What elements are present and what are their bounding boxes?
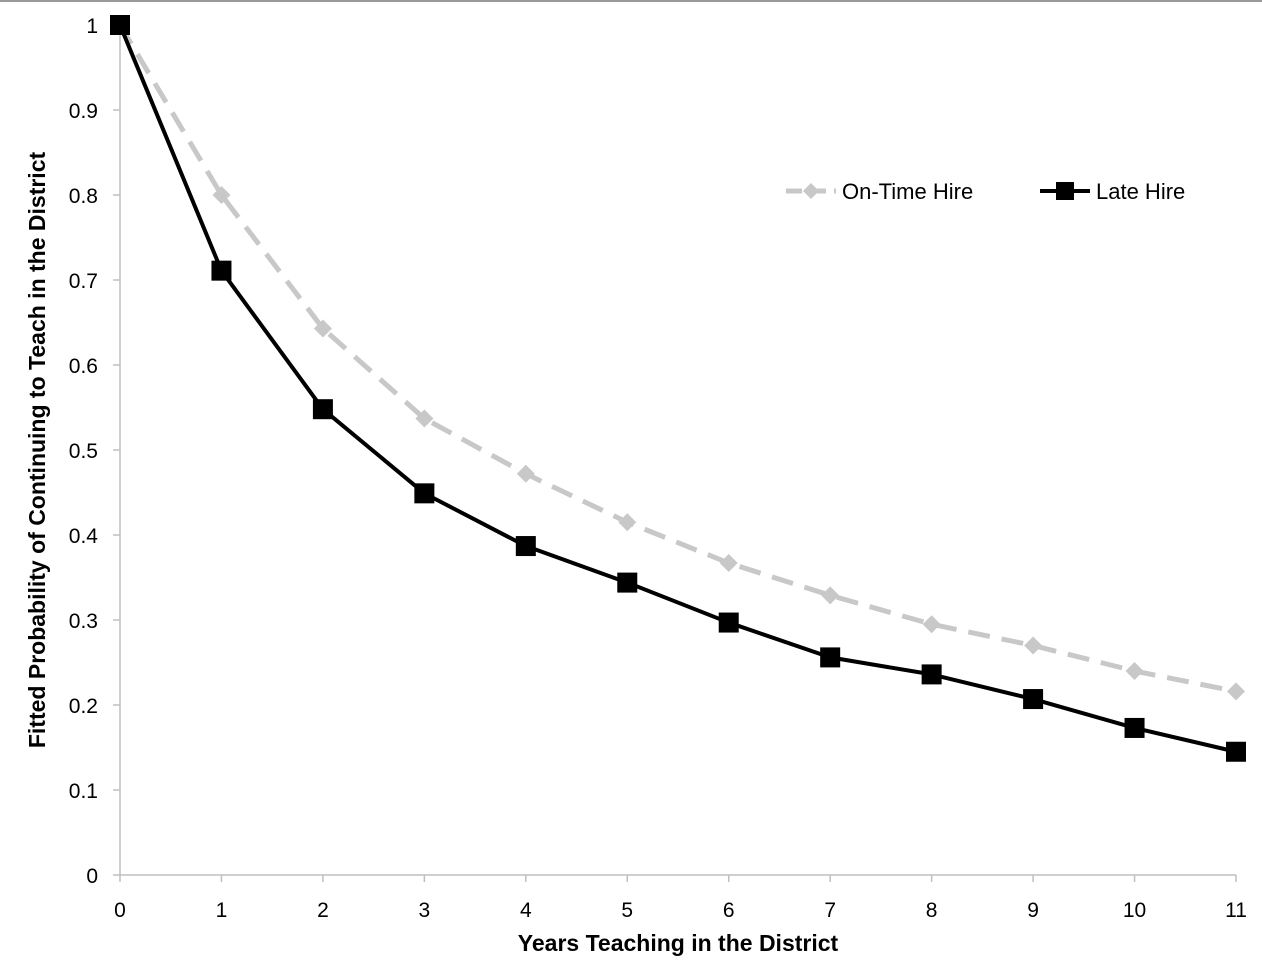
y-tick-label: 0.8 [69,185,98,208]
series-late-hire [110,15,1246,762]
data-point-late-hire [718,612,739,633]
data-point-on-time-hire [922,615,941,634]
y-tick-label: 0.9 [69,100,98,123]
y-axis-ticks: 0 0.1 0.2 0.3 0.4 0.5 0.6 0.7 0.8 0.9 1 [69,15,120,888]
legend-item-late-hire: Late Hire [1040,179,1185,204]
data-point-on-time-hire [1227,682,1245,701]
y-tick-label: 0.3 [69,610,98,633]
x-tick-label: 9 [1027,899,1039,922]
y-tick-label: 0.7 [69,270,98,293]
legend: On-Time Hire Late Hire [786,179,1185,204]
x-tick-label: 0 [114,899,126,922]
series-on-time-hire [111,16,1245,701]
x-tick-label: 7 [824,899,836,922]
x-axis-title: Years Teaching in the District [518,930,839,956]
x-tick-label: 11 [1225,899,1247,922]
data-point-on-time-hire [313,319,332,338]
data-point-on-time-hire [1024,636,1043,655]
y-tick-label: 0.2 [69,695,98,718]
x-tick-label: 5 [621,899,633,922]
x-tick-label: 1 [216,899,228,922]
legend-marker [803,183,819,199]
x-tick-label: 3 [419,899,431,922]
legend-label: On-Time Hire [842,179,973,204]
data-point-late-hire [921,664,942,685]
x-tick-label: 6 [723,899,735,922]
data-point-on-time-hire [1125,662,1144,680]
y-tick-label: 0.5 [69,440,98,463]
data-point-late-hire [414,483,435,504]
data-point-on-time-hire [516,464,535,483]
data-point-late-hire [1226,741,1246,762]
data-point-on-time-hire [719,554,738,573]
x-tick-label: 2 [317,899,329,922]
y-tick-label: 1 [86,15,98,38]
data-point-late-hire [820,647,841,668]
legend-label: Late Hire [1096,179,1185,204]
x-tick-label: 4 [520,899,532,922]
y-tick-label: 0.1 [69,780,98,803]
x-tick-label: 8 [926,899,938,922]
y-tick-label: 0 [86,865,98,888]
legend-item-on-time-hire: On-Time Hire [786,179,973,204]
data-point-late-hire [1023,689,1044,710]
data-point-late-hire [110,15,130,35]
data-point-late-hire [1124,717,1145,738]
y-axis-title: Fitted Probability of Continuing to Teac… [24,152,50,749]
y-tick-label: 0.4 [69,525,99,548]
series-line-late-hire [118,24,1237,754]
series-layer [110,15,1246,762]
data-point-late-hire [312,399,333,420]
data-point-late-hire [211,260,232,281]
data-point-on-time-hire [821,586,840,605]
x-axis-ticks: 0 1 2 3 4 5 6 7 8 9 10 11 [114,875,1247,922]
y-tick-label: 0.6 [69,355,98,378]
data-point-late-hire [515,536,536,557]
data-point-late-hire [617,572,638,593]
series-line-on-time-hire [117,23,1237,694]
legend-marker [1056,182,1074,200]
data-point-on-time-hire [212,186,231,204]
x-tick-label: 10 [1123,899,1146,922]
data-point-on-time-hire [618,513,637,532]
data-point-on-time-hire [415,409,434,428]
